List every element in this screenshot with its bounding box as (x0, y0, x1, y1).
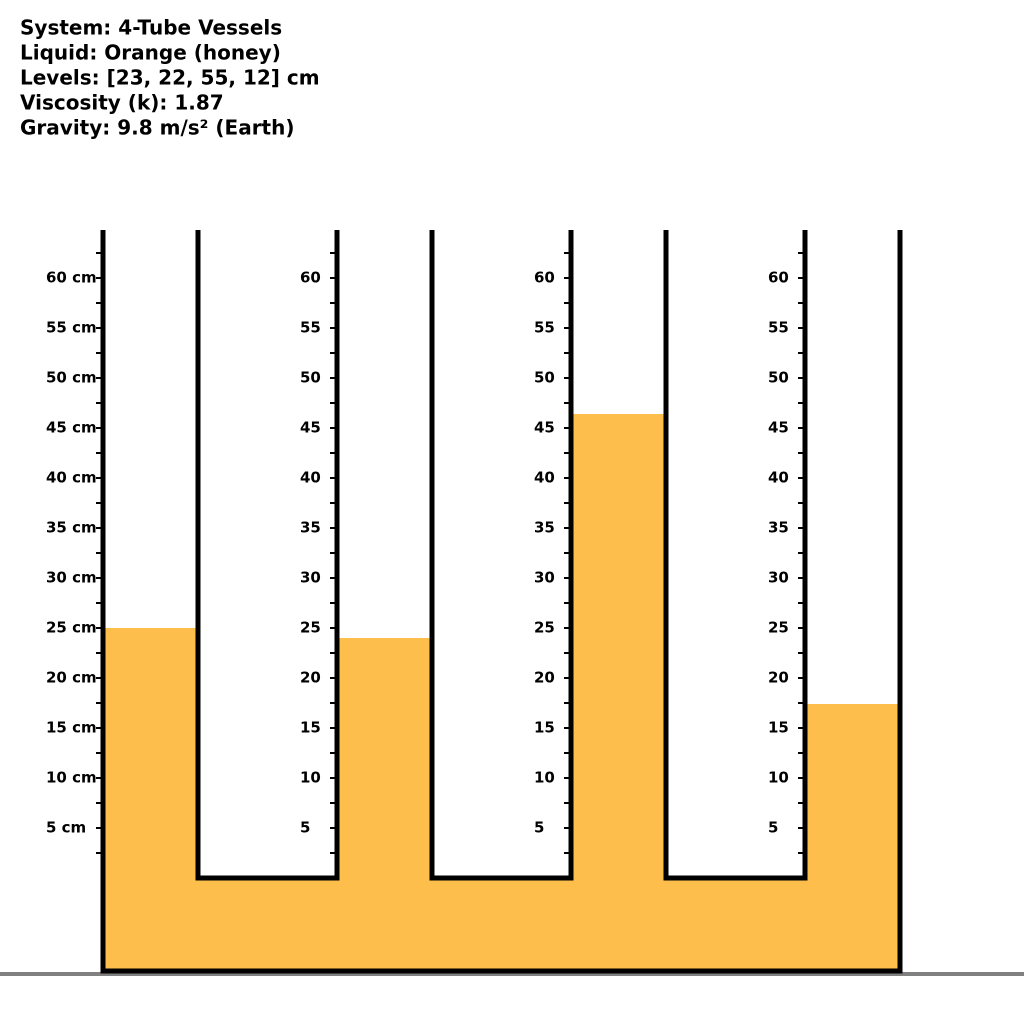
liquid-column (103, 628, 198, 971)
tick-label: 50 (768, 369, 789, 387)
tick-label: 60 (300, 269, 321, 287)
tick-label: 25 (534, 619, 555, 637)
header-line: Levels: [23, 22, 55, 12] cm (20, 66, 320, 90)
vessel-outline (100, 230, 903, 974)
tick-label: 30 cm (46, 569, 97, 587)
tick-label: 25 (768, 619, 789, 637)
header-line: System: 4-Tube Vessels (20, 16, 282, 40)
tick-label: 5 (768, 819, 778, 837)
tick-label: 35 (300, 519, 321, 537)
tick-label: 45 (768, 419, 789, 437)
tick-label: 15 (768, 719, 789, 737)
tick-label: 60 cm (46, 269, 97, 287)
tick-label: 45 (534, 419, 555, 437)
tick-label: 55 (768, 319, 789, 337)
tick-label: 45 cm (46, 419, 97, 437)
liquid-column (805, 704, 900, 971)
tick-label: 40 (768, 469, 789, 487)
tick-label: 30 (300, 569, 321, 587)
tick-label: 10 cm (46, 769, 97, 787)
tick-label: 60 (768, 269, 789, 287)
tick-label: 55 cm (46, 319, 97, 337)
tick-label: 15 (534, 719, 555, 737)
tick-label: 45 (300, 419, 321, 437)
tick-label: 20 (300, 669, 321, 687)
tick-label: 35 cm (46, 519, 97, 537)
tick-label: 35 (534, 519, 555, 537)
tick-label: 10 (534, 769, 555, 787)
header-line: Gravity: 9.8 m/s² (Earth) (20, 116, 295, 140)
tick-label: 15 cm (46, 719, 97, 737)
tick-label: 20 (534, 669, 555, 687)
tick-label: 60 (534, 269, 555, 287)
tick-label: 40 cm (46, 469, 97, 487)
tick-label: 55 (300, 319, 321, 337)
tick-label: 20 cm (46, 669, 97, 687)
tick-label: 40 (300, 469, 321, 487)
liquid-column (571, 414, 666, 971)
tick-label: 15 (300, 719, 321, 737)
header-line: Viscosity (k): 1.87 (20, 91, 224, 115)
tick-label: 25 (300, 619, 321, 637)
tick-label: 40 (534, 469, 555, 487)
tick-label: 5 (300, 819, 310, 837)
tick-label: 20 (768, 669, 789, 687)
tick-label: 10 (768, 769, 789, 787)
liquid-column (337, 638, 432, 971)
tick-label: 50 cm (46, 369, 97, 387)
liquid-channel (103, 878, 900, 971)
tick-label: 50 (300, 369, 321, 387)
tick-label: 55 (534, 319, 555, 337)
tick-label: 5 cm (46, 819, 86, 837)
liquid-layer (103, 414, 900, 971)
header-line: Liquid: Orange (honey) (20, 41, 281, 65)
tick-label: 30 (768, 569, 789, 587)
tick-label: 30 (534, 569, 555, 587)
tick-label: 50 (534, 369, 555, 387)
tick-label: 35 (768, 519, 789, 537)
tick-label: 25 cm (46, 619, 97, 637)
tick-label: 5 (534, 819, 544, 837)
tick-label: 10 (300, 769, 321, 787)
